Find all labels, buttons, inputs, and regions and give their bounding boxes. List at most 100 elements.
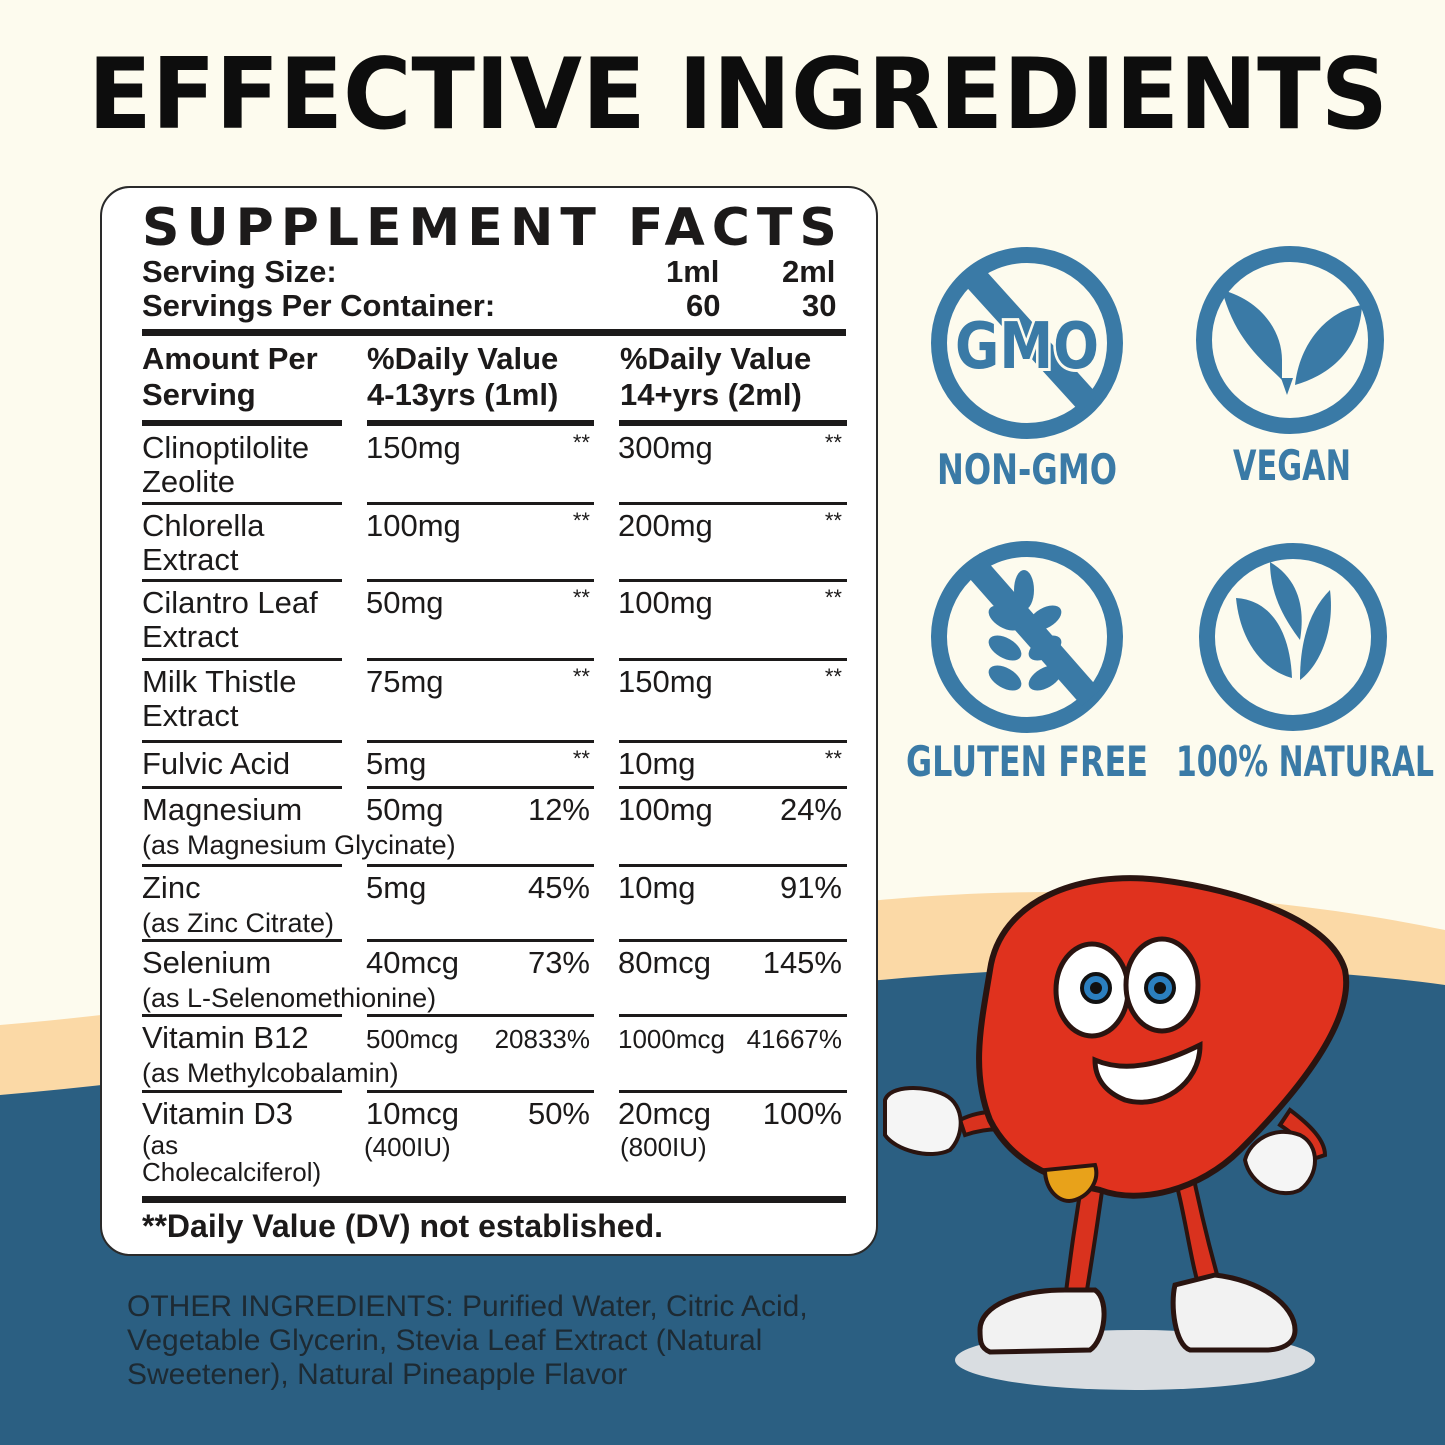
amount-2ml: 100mg <box>618 585 713 620</box>
badge-label-non-gmo: NON-GMO <box>937 445 1117 494</box>
row-divider <box>367 786 594 789</box>
col-header-dv2-2: 14+yrs (2ml) <box>620 377 802 412</box>
row-divider <box>619 1090 847 1093</box>
daily-value-1ml: ** <box>572 430 590 455</box>
daily-value-1ml: 12% <box>527 792 590 827</box>
amount-1ml: 10mcg <box>366 1096 460 1131</box>
row-divider <box>142 1090 342 1093</box>
daily-value-2ml: ** <box>824 508 842 533</box>
row-divider <box>367 502 594 505</box>
nutrient-name: Vitamin B12 <box>142 1020 309 1055</box>
row-divider <box>619 939 847 942</box>
row-divider <box>619 579 847 582</box>
row-divider <box>142 658 342 661</box>
row-divider <box>142 939 342 942</box>
row-divider <box>142 1014 342 1017</box>
daily-value-1ml: ** <box>572 746 590 771</box>
row-divider <box>142 864 342 867</box>
nutrient-name: Vitamin D3 <box>142 1096 294 1131</box>
dv-footnote: **Daily Value (DV) not established. <box>142 1208 664 1244</box>
servings-1: 60 <box>686 288 721 323</box>
gmo-text: GMO <box>955 310 1099 384</box>
headline: EFFECTIVE INGREDIENTS <box>88 38 1388 150</box>
row-divider <box>619 864 847 867</box>
daily-value-2ml: 91% <box>779 870 842 905</box>
amount-1ml: 150mg <box>366 430 461 465</box>
nutrient-name: Fulvic Acid <box>142 746 291 781</box>
nutrient-name: (as <box>142 1130 179 1160</box>
badge-label-vegan: VEGAN <box>1233 441 1351 490</box>
supplement-facts-panel: SUPPLEMENT FACTS Serving Size: 1ml 2ml S… <box>100 186 878 1256</box>
nutrient-source: (as L-Selenomethionine) <box>142 983 437 1013</box>
row-divider <box>367 939 594 942</box>
no-wheat-icon <box>931 541 1123 733</box>
divider <box>619 420 847 426</box>
amount-1ml: 40mcg <box>366 945 460 980</box>
row-divider <box>142 579 342 582</box>
amount-1ml: 50mg <box>366 792 444 827</box>
daily-value-2ml: ** <box>824 664 842 689</box>
nutrient-name: Extract <box>142 542 239 577</box>
amount-2ml: 200mg <box>618 508 713 543</box>
daily-value-1ml: ** <box>572 664 590 689</box>
daily-value-1ml: 50% <box>527 1096 590 1131</box>
divider <box>142 329 846 336</box>
amount-2ml-iu: (800IU) <box>620 1132 707 1162</box>
amount-2ml: 1000mcg <box>618 1024 725 1054</box>
mascot-eyes <box>1053 936 1201 1039</box>
daily-value-2ml: ** <box>824 746 842 771</box>
mascot-smile <box>1092 1040 1203 1105</box>
divider <box>142 1196 846 1203</box>
nutrient-source: (as Magnesium Glycinate) <box>142 830 456 860</box>
daily-value-2ml: 145% <box>762 945 842 980</box>
serving-size-label: Serving Size: <box>142 254 337 289</box>
divider <box>367 420 594 426</box>
other-ingredients-text: Purified Water, Citric Acid, Vegetable G… <box>127 1290 808 1391</box>
daily-value-1ml: ** <box>572 508 590 533</box>
mascot-shoes <box>977 1272 1298 1355</box>
liver-mascot-illustration <box>883 875 1350 1390</box>
daily-value-2ml: 24% <box>779 792 842 827</box>
amount-2ml: 100mg <box>618 792 713 827</box>
mascot-gallbladder <box>1042 1162 1099 1203</box>
daily-value-2ml: 41667% <box>746 1024 842 1054</box>
badge-label-100-natural: 100% NATURAL <box>1176 737 1434 786</box>
amount-2ml: 10mg <box>618 746 696 781</box>
daily-value-2ml: 100% <box>762 1096 842 1131</box>
serving-size-2ml: 2ml <box>782 254 836 289</box>
col-header-dv1-2: 4-13yrs (1ml) <box>367 377 559 412</box>
servings-2: 30 <box>802 288 837 323</box>
serving-size-1ml: 1ml <box>666 254 720 289</box>
other-ingredients: OTHER INGREDIENTS: Purified Water, Citri… <box>127 1290 887 1392</box>
amount-1ml: 50mg <box>366 585 444 620</box>
col-header-dv2-1: %Daily Value <box>620 341 812 376</box>
row-divider <box>619 502 847 505</box>
col-header-amount-1: Amount Per <box>142 341 318 376</box>
amount-2ml: 20mcg <box>618 1096 712 1131</box>
nutrient-name: Extract <box>142 619 239 654</box>
badges: GMO NON-GMO VEGAN GLUTEN FREE 100% NATUR… <box>906 246 1434 786</box>
row-divider <box>142 740 342 743</box>
row-divider <box>619 740 847 743</box>
headline-text: EFFECTIVE INGREDIENTS <box>88 38 1388 150</box>
nutrient-name: Zeolite <box>142 464 236 499</box>
nutrient-name: Extract <box>142 698 239 733</box>
servings-label: Servings Per Container: <box>142 288 496 323</box>
amount-2ml: 150mg <box>618 664 713 699</box>
nutrient-name: Magnesium <box>142 792 303 827</box>
row-divider <box>367 579 594 582</box>
row-divider <box>367 658 594 661</box>
daily-value-1ml: ** <box>572 585 590 610</box>
badge-label-gluten-free: GLUTEN FREE <box>906 737 1148 786</box>
facts-title: SUPPLEMENT FACTS <box>142 198 844 258</box>
nutrient-name: Zinc <box>142 870 201 905</box>
nutrient-name: Selenium <box>142 945 272 980</box>
other-ingredients-label: OTHER INGREDIENTS: <box>127 1290 454 1323</box>
daily-value-1ml: 20833% <box>494 1024 590 1054</box>
daily-value-1ml: 45% <box>527 870 590 905</box>
row-divider <box>367 864 594 867</box>
nutrient-name: Milk Thistle <box>142 664 297 699</box>
nutrient-source: (as Zinc Citrate) <box>142 908 335 938</box>
row-divider <box>619 1014 847 1017</box>
amount-2ml: 80mcg <box>618 945 712 980</box>
